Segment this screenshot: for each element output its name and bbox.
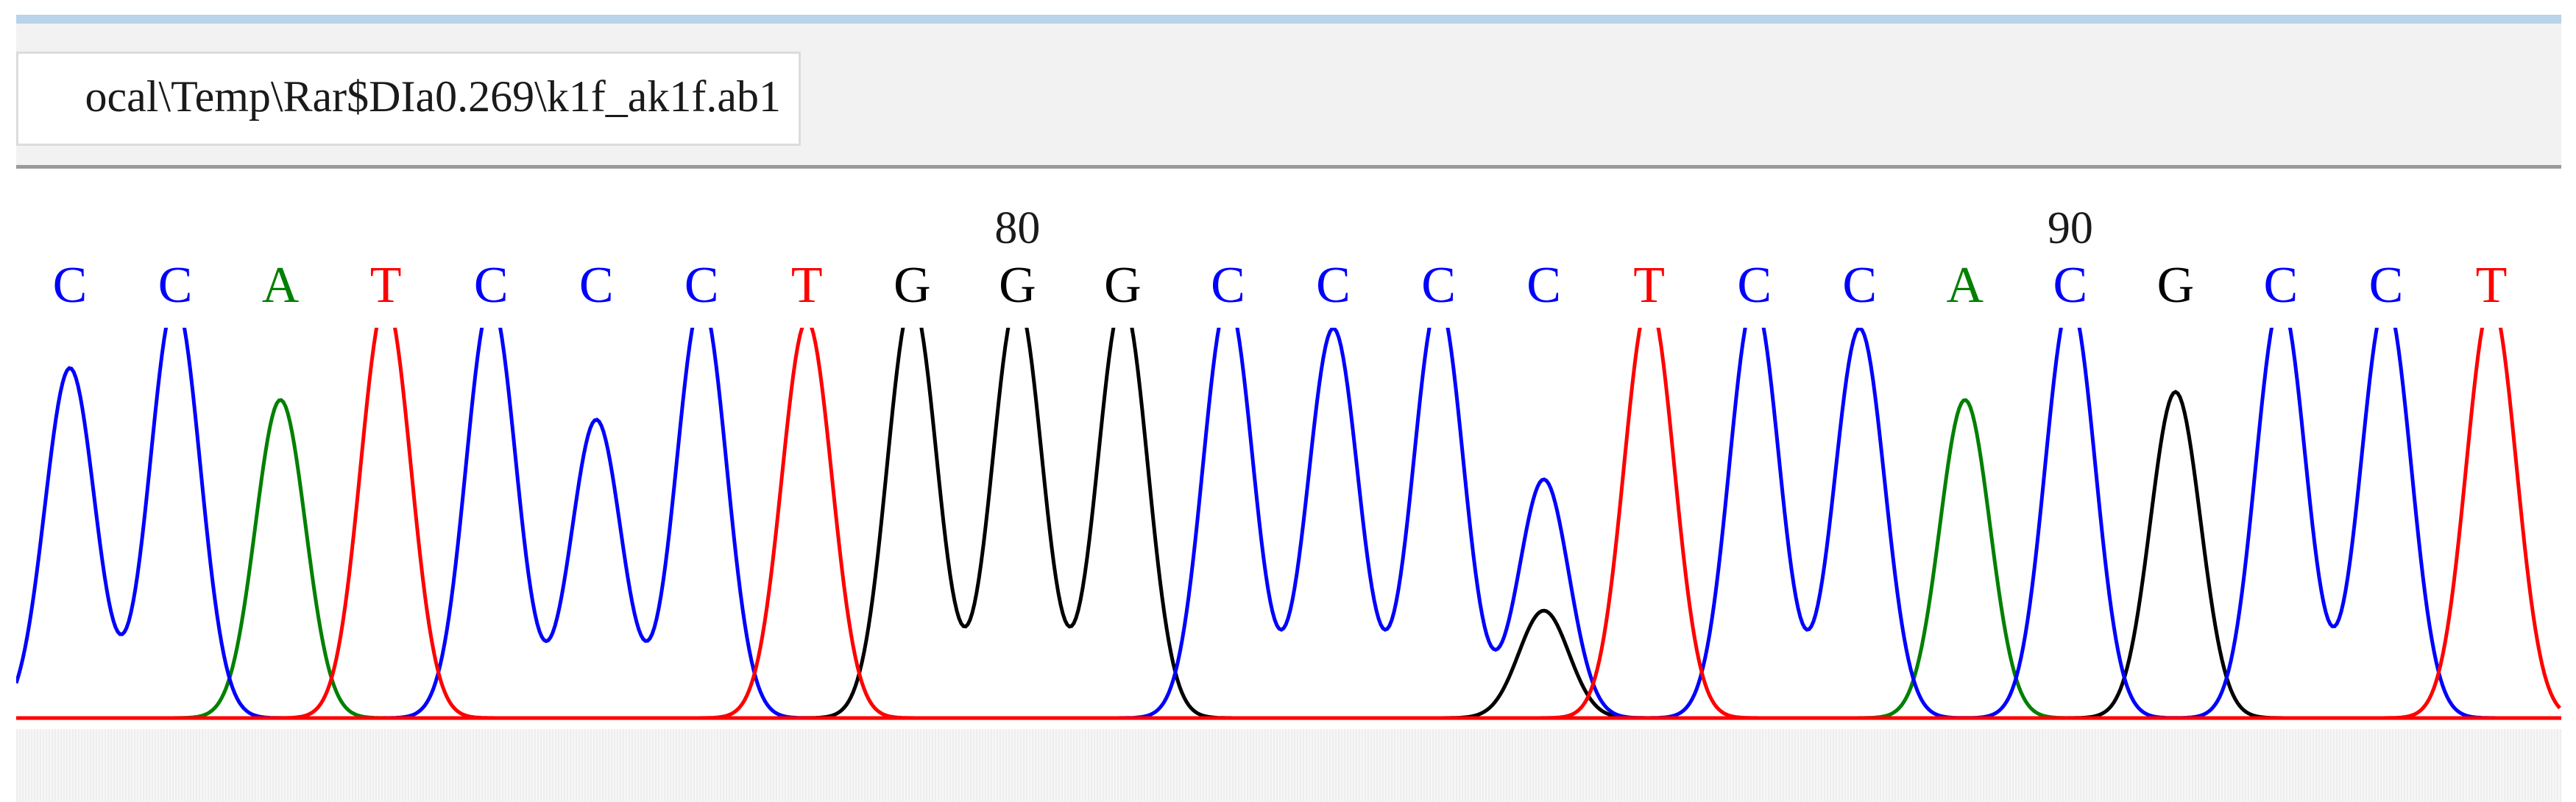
- base-call-t: T: [2476, 257, 2508, 314]
- trace-lines: [16, 328, 2561, 720]
- base-call-c: C: [158, 257, 193, 314]
- base-call-c: C: [579, 257, 614, 314]
- base-call-a: A: [1947, 257, 1984, 314]
- base-call-c: C: [2053, 257, 2087, 314]
- base-call-c: C: [1526, 257, 1561, 314]
- base-call-g: G: [2157, 257, 2195, 314]
- position-number: 90: [2048, 203, 2093, 253]
- base-call-c: C: [1316, 257, 1351, 314]
- base-call-g: G: [999, 257, 1036, 314]
- base-call-c: C: [1737, 257, 1772, 314]
- trace-c: [16, 328, 2560, 720]
- base-call-t: T: [791, 257, 823, 314]
- trace-a: [16, 398, 2560, 720]
- base-call-g: G: [894, 257, 931, 314]
- base-call-c: C: [684, 257, 719, 314]
- file-path-text: ocal\Temp\Rar$DIa0.269\k1f_ak1f.ab1: [85, 72, 782, 121]
- file-path-field[interactable]: ocal\Temp\Rar$DIa0.269\k1f_ak1f.ab1: [16, 52, 801, 146]
- base-call-c: C: [2264, 257, 2299, 314]
- base-call-c: C: [2369, 257, 2404, 314]
- base-call-t: T: [1633, 257, 1665, 314]
- base-call-c: C: [1211, 257, 1245, 314]
- horizontal-scrollbar-track[interactable]: [16, 729, 2561, 802]
- panel-separator: [16, 165, 2561, 169]
- position-number: 80: [994, 203, 1040, 253]
- base-call-c: C: [53, 257, 88, 314]
- trace-g: [16, 328, 2560, 720]
- base-call-t: T: [370, 257, 402, 314]
- base-call-c: C: [474, 257, 509, 314]
- trace-t: [16, 328, 2561, 720]
- base-call-g: G: [1104, 257, 1142, 314]
- base-call-c: C: [1842, 257, 1877, 314]
- base-call-a: A: [262, 257, 300, 314]
- chromatogram-panel: [16, 169, 2561, 728]
- window-top-rule: [16, 15, 2561, 24]
- base-call-c: C: [1421, 257, 1456, 314]
